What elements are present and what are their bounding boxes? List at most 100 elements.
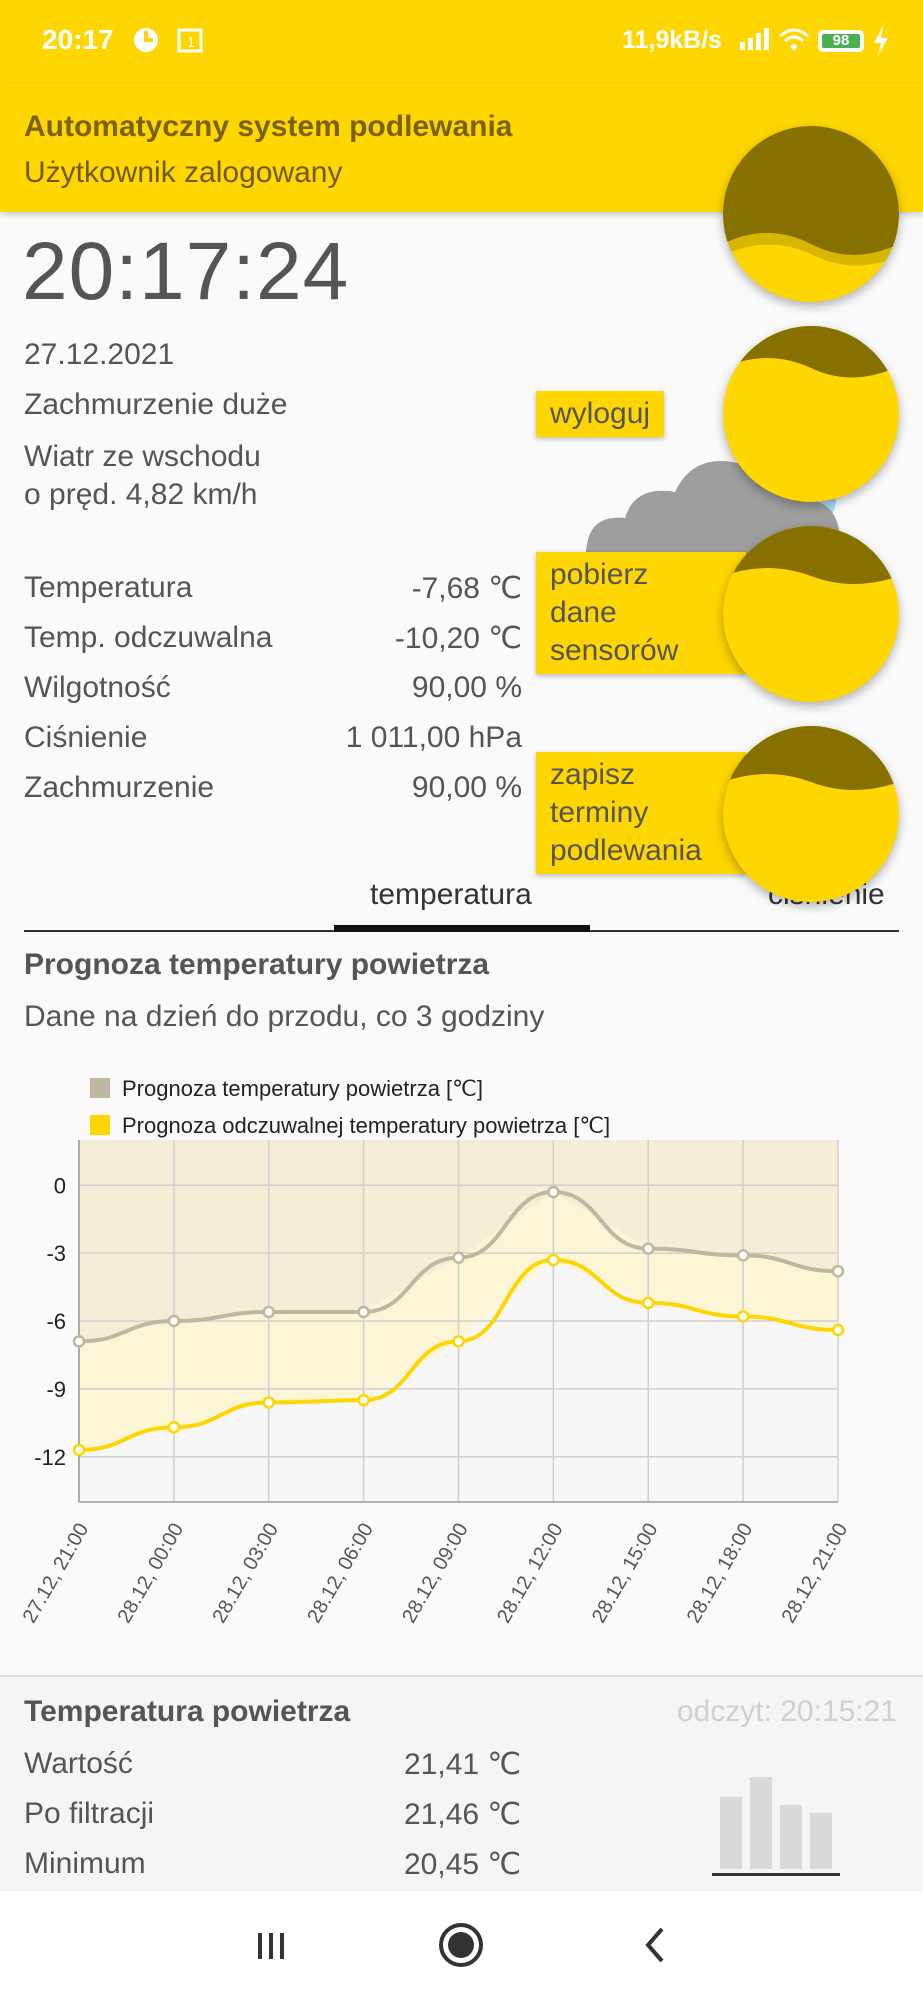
forecast-title: Prognoza temperatury powietrza [24, 948, 490, 981]
y-tick-label: -9 [46, 1377, 66, 1402]
x-tick-label: 28.12, 09:00 [398, 1520, 473, 1627]
metric-row: Zachmurzenie 90,00 % [24, 771, 522, 805]
forecast-chart: 0 -3 -6 -9 -12 27.12, 21:00 28.12, 00:00 28.12,… [19, 1076, 853, 1627]
sensor-label: Po filtracji [24, 1797, 155, 1830]
metric-row: Wilgotność 90,00 % [24, 671, 522, 705]
x-tick-label: 28.12, 03:00 [208, 1520, 283, 1627]
charging-bolt-icon [874, 26, 888, 56]
sensor-value: 21,46 ℃ [404, 1798, 522, 1831]
metric-value: 90,00 % [411, 771, 522, 804]
save-schedule-fab-button[interactable] [723, 726, 899, 902]
fetch-sensors-fab-button[interactable] [723, 526, 899, 702]
fetch-sensors-label[interactable]: pobierz dane sensorów [536, 552, 746, 674]
x-tick-label: 27.12, 21:00 [19, 1520, 94, 1627]
sensor-label: Minimum [24, 1847, 146, 1880]
metric-label: Temp. odczuwalna [24, 621, 273, 654]
fetch-label-line: sensorów [550, 634, 679, 667]
fetch-label-line: pobierz [550, 558, 649, 591]
series-point [831, 1323, 845, 1337]
weather-date: 27.12.2021 [24, 338, 175, 371]
battery-icon: 98 [818, 30, 864, 52]
metric-row: Ciśnienie 1 011,00 hPa [24, 721, 522, 755]
sensor-card[interactable]: Temperatura powietrza odczyt: 20:15:21 W… [0, 1675, 923, 1890]
metric-row: Temperatura -7,68 ℃ [24, 571, 522, 605]
sensor-value: 20,45 ℃ [404, 1848, 522, 1881]
y-tick-label: -12 [34, 1445, 66, 1470]
calendar-icon: 1 [177, 28, 203, 53]
back-icon[interactable] [640, 1921, 670, 1969]
network-speed: 11,9kB/s [622, 26, 723, 54]
series-point [167, 1421, 181, 1434]
x-tick-label: 28.12, 00:00 [114, 1520, 189, 1627]
bar-chart-icon[interactable] [712, 1777, 840, 1877]
series-point [357, 1393, 370, 1407]
y-tick-label: 0 [54, 1173, 66, 1198]
y-tick-label: -3 [46, 1241, 66, 1266]
x-tick-label: 28.12, 12:00 [493, 1520, 568, 1627]
login-status: Użytkownik zalogowany [24, 156, 343, 189]
series-point [547, 1185, 560, 1199]
x-tick-label: 28.12, 18:00 [683, 1520, 758, 1627]
metric-label: Ciśnienie [24, 721, 148, 754]
series-point [452, 1335, 465, 1348]
series-point [357, 1305, 370, 1319]
status-time: 20:17 [42, 24, 114, 55]
save-label-line: terminy [550, 796, 649, 829]
x-tick-label: 28.12, 06:00 [303, 1520, 378, 1627]
system-navbar [0, 1890, 923, 2000]
home-icon[interactable] [438, 1921, 484, 1969]
metric-label: Zachmurzenie [24, 771, 215, 804]
wind-line-2: o pręd. 4,82 km/h [24, 478, 258, 511]
sensor-reading-time: odczyt: 20:15:21 [676, 1695, 897, 1728]
save-schedule-label[interactable]: zapisz terminy podlewania [536, 752, 746, 874]
wave-fill-icon [723, 526, 899, 584]
fetch-label-line: dane [550, 596, 617, 629]
metric-value: -7,68 ℃ [411, 572, 522, 605]
main-fab-button[interactable] [723, 126, 899, 302]
sensor-title: Temperatura powietrza [24, 1695, 351, 1728]
chart-tabs: temperatura ciśnienie [24, 870, 899, 932]
sensor-row: Minimum 20,45 ℃ [24, 1847, 522, 1881]
battery-level: 98 [822, 33, 860, 48]
wifi-icon [779, 28, 809, 50]
metric-label: Temperatura [24, 571, 193, 604]
series-point [736, 1310, 750, 1323]
series-point [72, 1335, 86, 1348]
metric-label: Wilgotność [24, 671, 171, 704]
series-point [72, 1443, 86, 1457]
metric-value: -10,20 ℃ [394, 622, 522, 655]
series-point [642, 1296, 655, 1310]
series-point [642, 1242, 655, 1255]
wave-fill-icon [723, 126, 899, 266]
clock: 20:17:24 [22, 226, 350, 317]
legend-swatch [90, 1115, 110, 1135]
series-point [736, 1249, 750, 1262]
series-point [167, 1314, 181, 1328]
series-point [262, 1305, 275, 1319]
series-point [831, 1264, 845, 1278]
recent-apps-icon[interactable] [256, 1921, 286, 1969]
logout-label-text: wyloguj [550, 397, 651, 430]
metric-value: 1 011,00 hPa [345, 721, 522, 754]
signal-icon [740, 28, 769, 50]
series-point [262, 1396, 275, 1409]
tab-temperatura[interactable]: temperatura [370, 878, 532, 911]
y-tick-label: -6 [46, 1309, 66, 1334]
logout-fab-button[interactable] [723, 326, 899, 502]
legend-swatch [90, 1078, 110, 1098]
x-tick-label: 28.12, 21:00 [778, 1520, 853, 1627]
series-point [452, 1251, 465, 1264]
app-title: Automatyczny system podlewania [24, 110, 513, 143]
save-label-line: zapisz [550, 758, 636, 791]
sensor-label: Wartość [24, 1747, 133, 1780]
wave-fill-icon [723, 326, 899, 378]
series-point [547, 1253, 560, 1267]
metric-row: Temp. odczuwalna -10,20 ℃ [24, 621, 522, 655]
wind-line-1: Wiatr ze wschodu [24, 440, 261, 473]
status-bar: 20:17 1 11,9kB/s 98 [0, 0, 923, 84]
sensor-value: 21,41 ℃ [404, 1748, 522, 1781]
weather-description: Zachmurzenie duże [24, 388, 288, 421]
save-label-line: podlewania [550, 834, 702, 867]
x-tick-label: 28.12, 15:00 [588, 1520, 663, 1627]
logout-label[interactable]: wyloguj [536, 391, 665, 437]
